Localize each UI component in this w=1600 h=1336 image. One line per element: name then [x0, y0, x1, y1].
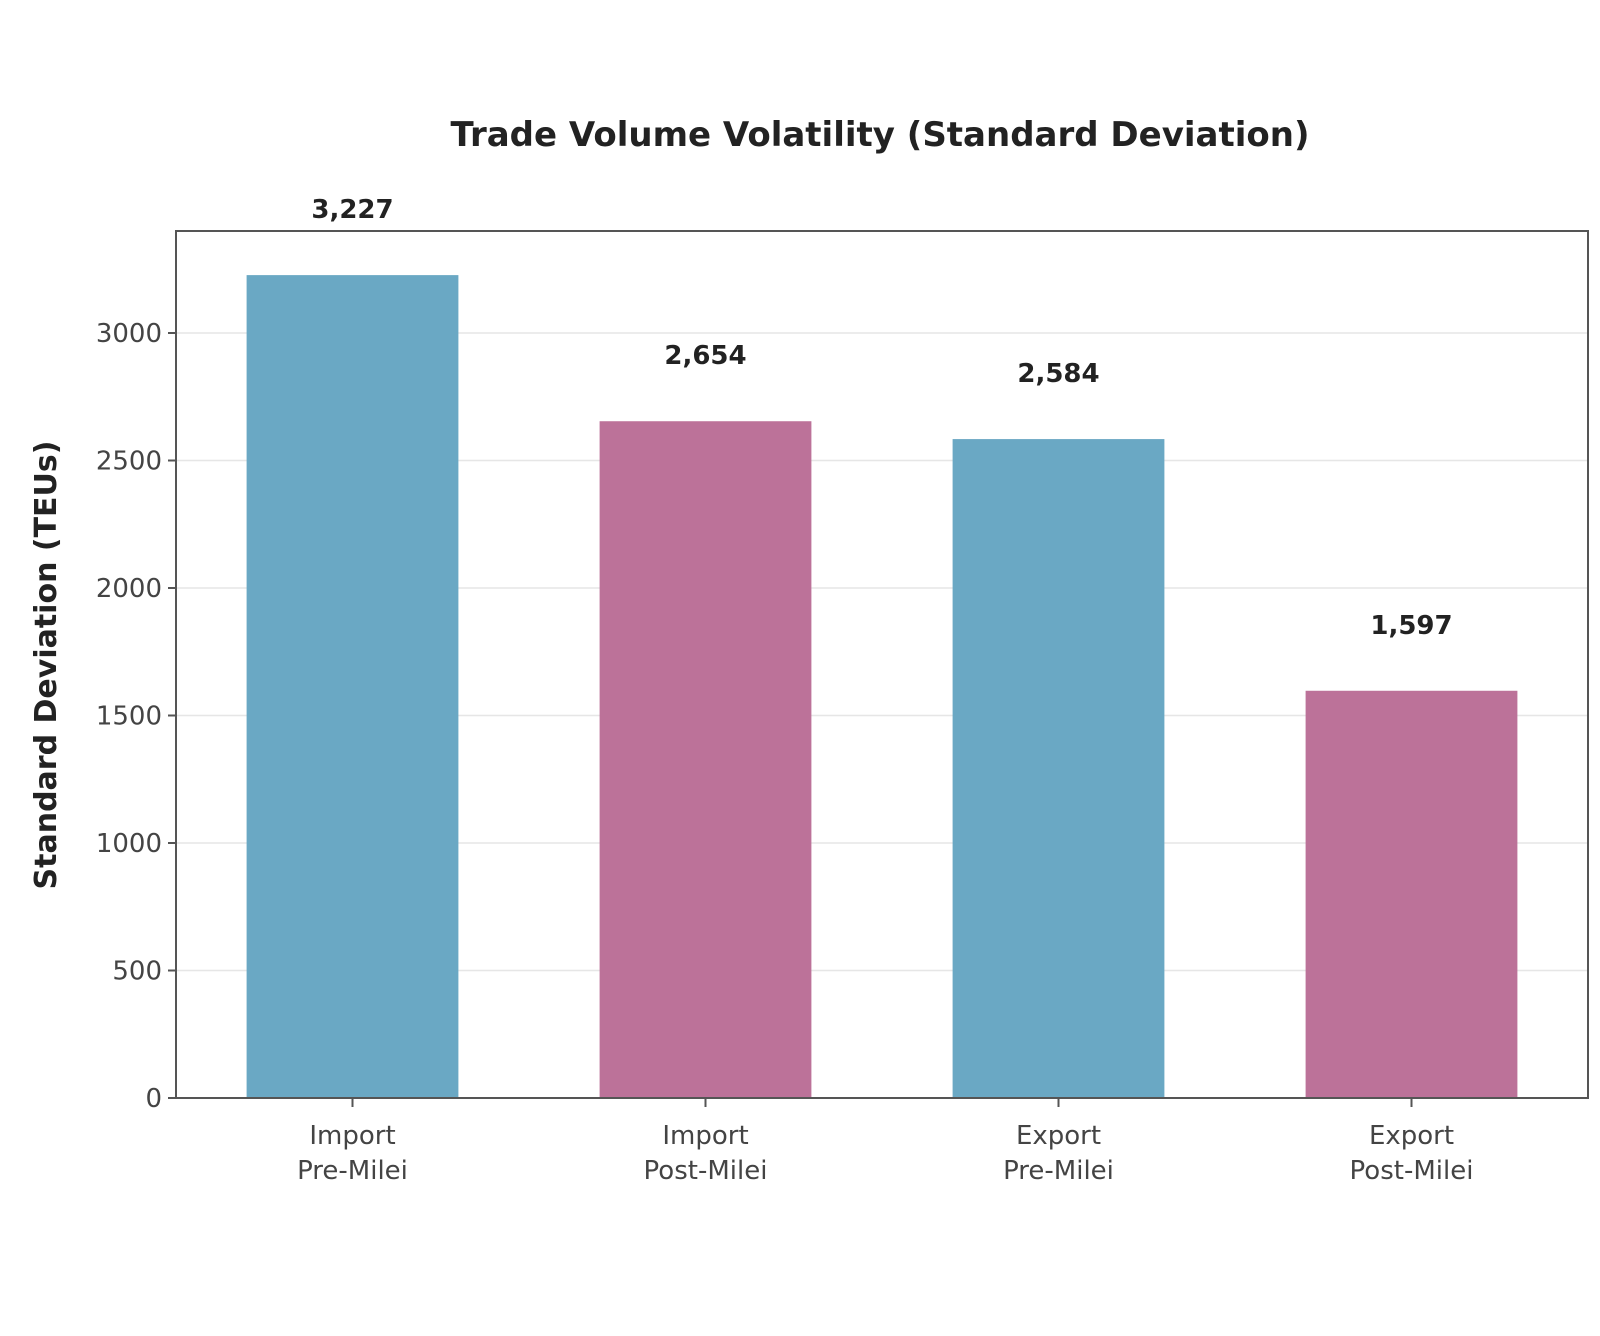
y-tick-label: 1500	[96, 702, 162, 732]
y-tick-label: 500	[112, 957, 162, 987]
bars	[246, 275, 1518, 1099]
data-label: 1,597	[1370, 611, 1452, 641]
data-label: 2,584	[1017, 359, 1099, 389]
x-tick-label: Import	[662, 1121, 748, 1151]
plot-frame	[175, 230, 1589, 1099]
x-tick-label: Pre-Milei	[1003, 1156, 1114, 1186]
data-label: 3,227	[311, 195, 393, 225]
x-tick-label: Post-Milei	[644, 1156, 768, 1186]
bar	[246, 275, 459, 1098]
y-tick-label: 1000	[96, 829, 162, 859]
axes: 0 500 1000 1500 2000 2500 3000 Import Pre-Milei I…	[96, 319, 1474, 1186]
data-labels: 3,227 2,654 2,584 1,597	[311, 195, 1452, 641]
y-axis-label: Standard Deviation (TEUs)	[29, 441, 64, 890]
bar	[952, 439, 1165, 1099]
bar	[599, 421, 812, 1099]
x-tick-label: Export	[1369, 1121, 1454, 1151]
y-tick-label: 3000	[96, 319, 162, 349]
y-tick-label: 2500	[96, 447, 162, 477]
data-label: 2,654	[664, 341, 746, 371]
x-tick-label: Import	[309, 1121, 395, 1151]
x-tick-label: Export	[1016, 1121, 1101, 1151]
x-tick-label: Pre-Milei	[297, 1156, 408, 1186]
bar	[1305, 690, 1518, 1098]
y-tick-label: 2000	[96, 574, 162, 604]
chart-title: Trade Volume Volatility (Standard Deviat…	[451, 115, 1310, 155]
y-tick-label: 0	[145, 1084, 162, 1114]
x-tick-label: Post-Milei	[1350, 1156, 1474, 1186]
